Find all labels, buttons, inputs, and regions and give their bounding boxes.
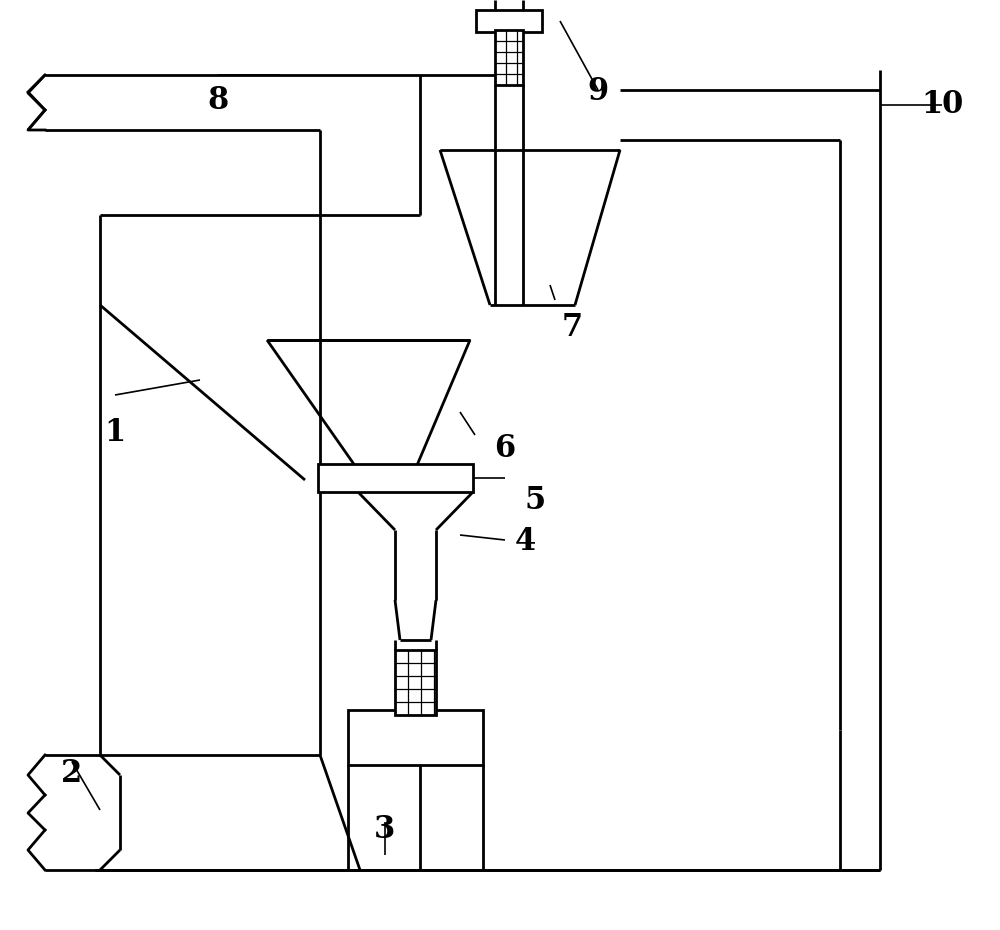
- Text: 5: 5: [524, 485, 546, 516]
- Text: 6: 6: [494, 432, 516, 464]
- Text: 4: 4: [514, 525, 536, 557]
- Bar: [348, 710, 483, 765]
- Bar: [395, 650, 436, 715]
- Bar: [318, 464, 473, 492]
- Text: 1: 1: [104, 417, 126, 448]
- Text: 10: 10: [921, 88, 963, 120]
- Text: 2: 2: [61, 758, 83, 790]
- Text: 8: 8: [207, 85, 229, 116]
- Bar: [495, 30, 523, 85]
- Text: 9: 9: [587, 75, 609, 107]
- Text: 3: 3: [374, 814, 396, 845]
- Text: 7: 7: [561, 312, 583, 343]
- Bar: [476, 10, 542, 32]
